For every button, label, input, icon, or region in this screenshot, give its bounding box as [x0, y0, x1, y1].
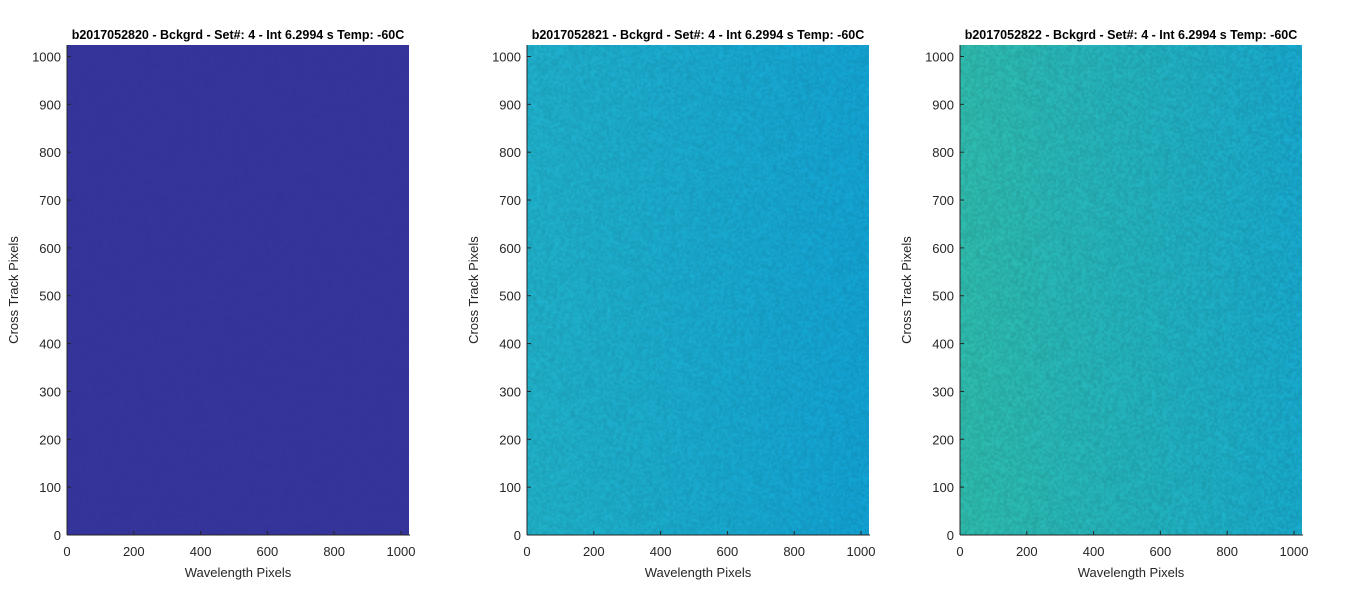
y-tick-label: 400: [499, 337, 521, 352]
x-tick-label: 200: [1016, 544, 1038, 559]
y-tick-label: 1000: [925, 49, 954, 64]
x-tick-label: 400: [190, 544, 212, 559]
x-tick-label: 1000: [847, 544, 876, 559]
y-tick-label: 700: [932, 193, 954, 208]
y-tick-label: 900: [39, 97, 61, 112]
y-tick-label: 400: [39, 337, 61, 352]
x-tick-label: 800: [1216, 544, 1238, 559]
y-tick-label: 0: [54, 528, 61, 543]
x-tick-label: 200: [123, 544, 145, 559]
x-tick-label: 0: [63, 544, 70, 559]
y-axis-label: Cross Track Pixels: [466, 236, 481, 344]
x-tick-label: 0: [956, 544, 963, 559]
x-tick-label: 600: [1150, 544, 1172, 559]
x-tick-label: 200: [583, 544, 605, 559]
y-tick-label: 1000: [32, 49, 61, 64]
x-axis-label: Wavelength Pixels: [185, 565, 292, 580]
y-tick-label: 200: [499, 432, 521, 447]
y-tick-label: 700: [499, 193, 521, 208]
y-tick-label: 500: [39, 289, 61, 304]
y-tick-label: 100: [39, 480, 61, 495]
x-tick-label: 800: [323, 544, 345, 559]
y-tick-label: 0: [514, 528, 521, 543]
y-tick-label: 500: [932, 289, 954, 304]
chart-title: b2017052820 - Bckgrd - Set#: 4 - Int 6.2…: [72, 28, 405, 42]
heatmap-panel-2: 0 200 400 600 800 1000 0 100 200 300 400 500 600 700 8…: [466, 28, 875, 580]
x-tick-label: 400: [650, 544, 672, 559]
heatmap-panel-3: 0 200 400 600 800 1000 0 100 200 300 400 500 600 700 8…: [899, 28, 1308, 580]
x-tick-label: 600: [257, 544, 279, 559]
x-axis-label: Wavelength Pixels: [645, 565, 752, 580]
x-tick-label: 600: [717, 544, 739, 559]
y-tick-label: 600: [499, 241, 521, 256]
y-tick-label: 600: [932, 241, 954, 256]
y-tick-label: 0: [947, 528, 954, 543]
y-tick-label: 400: [932, 337, 954, 352]
x-tick-label: 800: [783, 544, 805, 559]
x-tick-label: 1000: [387, 544, 416, 559]
y-tick-label: 800: [932, 145, 954, 160]
y-tick-label: 200: [932, 432, 954, 447]
heatmap-image: [527, 45, 869, 535]
heatmap-image: [67, 45, 409, 535]
y-tick-label: 1000: [492, 49, 521, 64]
heatmap-image: [960, 45, 1302, 535]
y-axis-label: Cross Track Pixels: [899, 236, 914, 344]
heatmap-panel-1: 0 200 400 600 800 1000 0 100 200 300 400 500 600 700 8…: [6, 28, 415, 580]
x-tick-label: 0: [523, 544, 530, 559]
y-tick-label: 800: [39, 145, 61, 160]
y-tick-label: 300: [932, 384, 954, 399]
y-tick-label: 700: [39, 193, 61, 208]
chart-title: b2017052821 - Bckgrd - Set#: 4 - Int 6.2…: [532, 28, 865, 42]
y-tick-label: 300: [39, 384, 61, 399]
y-tick-label: 800: [499, 145, 521, 160]
y-tick-label: 900: [499, 97, 521, 112]
y-tick-label: 200: [39, 432, 61, 447]
y-tick-label: 500: [499, 289, 521, 304]
y-tick-label: 600: [39, 241, 61, 256]
y-tick-label: 300: [499, 384, 521, 399]
y-axis-label: Cross Track Pixels: [6, 236, 21, 344]
x-tick-label: 400: [1083, 544, 1105, 559]
y-tick-label: 100: [499, 480, 521, 495]
x-tick-label: 1000: [1280, 544, 1309, 559]
y-tick-label: 100: [932, 480, 954, 495]
x-axis-label: Wavelength Pixels: [1078, 565, 1185, 580]
y-tick-label: 900: [932, 97, 954, 112]
chart-title: b2017052822 - Bckgrd - Set#: 4 - Int 6.2…: [965, 28, 1298, 42]
